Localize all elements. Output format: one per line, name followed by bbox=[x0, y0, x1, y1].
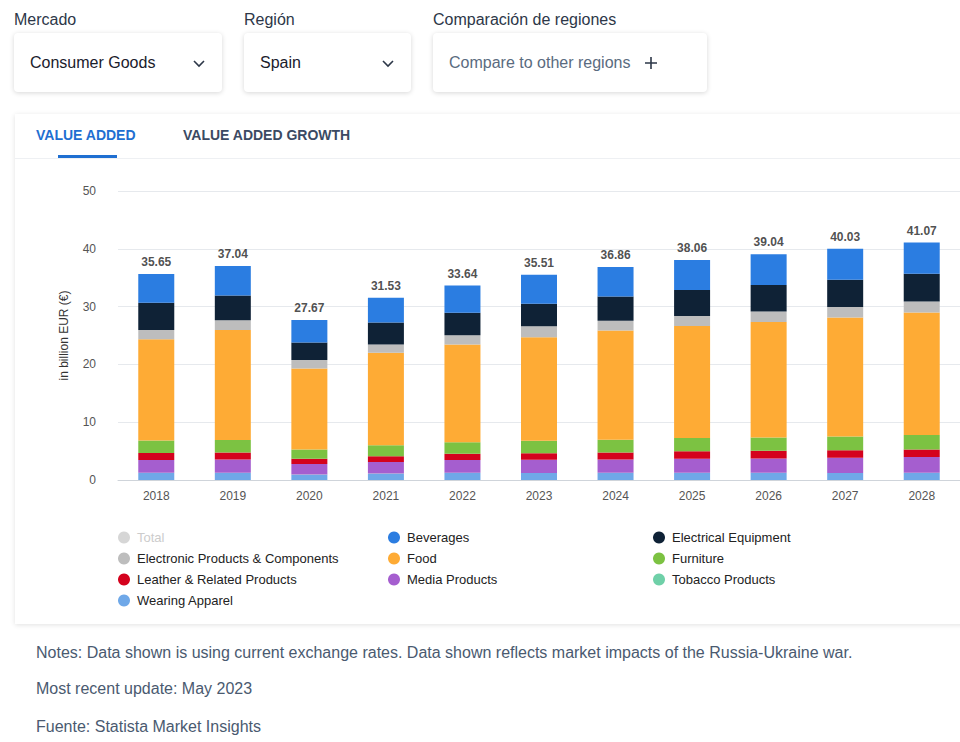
svg-text:35.65: 35.65 bbox=[141, 255, 171, 269]
svg-text:33.64: 33.64 bbox=[447, 267, 477, 281]
svg-text:38.06: 38.06 bbox=[677, 241, 707, 255]
svg-text:27.67: 27.67 bbox=[294, 301, 324, 315]
svg-text:2023: 2023 bbox=[526, 489, 553, 503]
svg-text:20: 20 bbox=[83, 357, 97, 371]
svg-text:Tobacco Products: Tobacco Products bbox=[672, 572, 776, 587]
svg-text:2020: 2020 bbox=[296, 489, 323, 503]
svg-text:Furniture: Furniture bbox=[672, 551, 724, 566]
svg-text:2021: 2021 bbox=[373, 489, 400, 503]
svg-text:Electronic Products & Componen: Electronic Products & Components bbox=[137, 551, 339, 566]
svg-text:37.04: 37.04 bbox=[218, 247, 248, 261]
svg-text:35.51: 35.51 bbox=[524, 256, 554, 270]
html-text:Compare to other regions: Compare to other regions bbox=[449, 53, 631, 71]
svg-text:0: 0 bbox=[89, 473, 96, 487]
svg-text:36.86: 36.86 bbox=[601, 248, 631, 262]
html-text:Comparación de regiones: Comparación de regiones bbox=[433, 11, 617, 28]
svg-text:Electrical Equipment: Electrical Equipment bbox=[672, 530, 791, 545]
svg-text:2025: 2025 bbox=[679, 489, 706, 503]
svg-text:Food: Food bbox=[407, 551, 437, 566]
svg-text:31.53: 31.53 bbox=[371, 279, 401, 293]
svg-text:40.03: 40.03 bbox=[830, 230, 860, 244]
svg-text:Leather & Related Products: Leather & Related Products bbox=[137, 572, 297, 587]
html-text:Spain: Spain bbox=[260, 53, 301, 71]
html-text:Mercado: Mercado bbox=[14, 11, 77, 28]
html-text:Notes: Data shown is using cur: Notes: Data shown is using current excha… bbox=[36, 644, 853, 661]
svg-text:2026: 2026 bbox=[755, 489, 782, 503]
svg-text:30: 30 bbox=[83, 300, 97, 314]
svg-text:Wearing Apparel: Wearing Apparel bbox=[137, 593, 233, 608]
html-text:Región: Región bbox=[244, 11, 295, 28]
svg-text:in billion EUR (€): in billion EUR (€) bbox=[57, 290, 71, 380]
svg-text:50: 50 bbox=[83, 184, 97, 198]
svg-text:2024: 2024 bbox=[602, 489, 629, 503]
html-text:Fuente: Statista Market Insigh: Fuente: Statista Market Insights bbox=[36, 718, 261, 735]
html-text:VALUE ADDED: VALUE ADDED bbox=[36, 127, 136, 143]
html-text:Consumer Goods: Consumer Goods bbox=[30, 53, 156, 71]
svg-text:2027: 2027 bbox=[832, 489, 859, 503]
html-text:Most recent update: May 2023: Most recent update: May 2023 bbox=[36, 680, 253, 697]
svg-text:Media Products: Media Products bbox=[407, 572, 498, 587]
svg-text:Total: Total bbox=[137, 530, 165, 545]
svg-text:Beverages: Beverages bbox=[407, 530, 470, 545]
svg-text:2022: 2022 bbox=[449, 489, 476, 503]
svg-text:40: 40 bbox=[83, 242, 97, 256]
svg-text:41.07: 41.07 bbox=[907, 224, 937, 238]
svg-text:39.04: 39.04 bbox=[754, 235, 784, 249]
svg-text:2019: 2019 bbox=[219, 489, 246, 503]
svg-text:10: 10 bbox=[83, 415, 97, 429]
html-text:VALUE ADDED GROWTH: VALUE ADDED GROWTH bbox=[183, 127, 351, 143]
svg-text:2028: 2028 bbox=[908, 489, 935, 503]
svg-text:2018: 2018 bbox=[143, 489, 170, 503]
